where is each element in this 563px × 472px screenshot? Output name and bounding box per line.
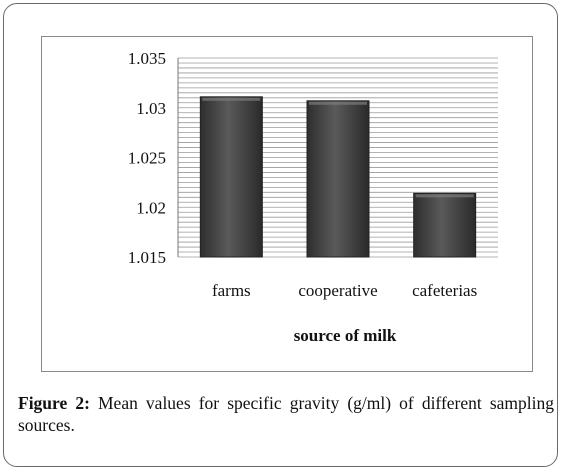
x-axis-title: source of milk xyxy=(294,326,397,345)
caption-text: Mean values for specific gravity (g/ml) … xyxy=(18,393,554,435)
x-tick-label: farms xyxy=(212,281,251,300)
bar-highlight xyxy=(202,97,261,101)
chart-area: 1.015 1.02 1.025 1.03 1.035 farms cooperative… xyxy=(41,36,533,372)
figure-frame: 1.015 1.02 1.025 1.03 1.035 farms cooperative… xyxy=(3,3,558,467)
bar-chart: 1.015 1.02 1.025 1.03 1.035 farms cooperative… xyxy=(128,49,498,345)
bars xyxy=(199,96,477,258)
bar-highlight xyxy=(415,194,474,198)
y-tick-label: 1.02 xyxy=(136,198,166,217)
bar-cooperative xyxy=(306,100,370,258)
y-axis: 1.015 1.02 1.025 1.03 1.035 xyxy=(128,49,179,267)
x-axis: farms cooperative cafeterias xyxy=(212,281,477,300)
bar-highlight xyxy=(309,101,367,105)
bar-farms xyxy=(199,96,263,258)
x-tick-label: cafeterias xyxy=(412,281,477,300)
figure-caption: Figure 2: Mean values for specific gravi… xyxy=(18,392,554,436)
x-tick-label: cooperative xyxy=(298,281,377,300)
bar-cafeterias xyxy=(413,192,477,258)
y-tick-label: 1.03 xyxy=(136,99,166,118)
caption-label: Figure 2: xyxy=(18,393,90,413)
y-tick-label: 1.015 xyxy=(128,248,166,267)
y-tick-label: 1.025 xyxy=(128,149,166,168)
y-tick-label: 1.035 xyxy=(128,49,166,68)
